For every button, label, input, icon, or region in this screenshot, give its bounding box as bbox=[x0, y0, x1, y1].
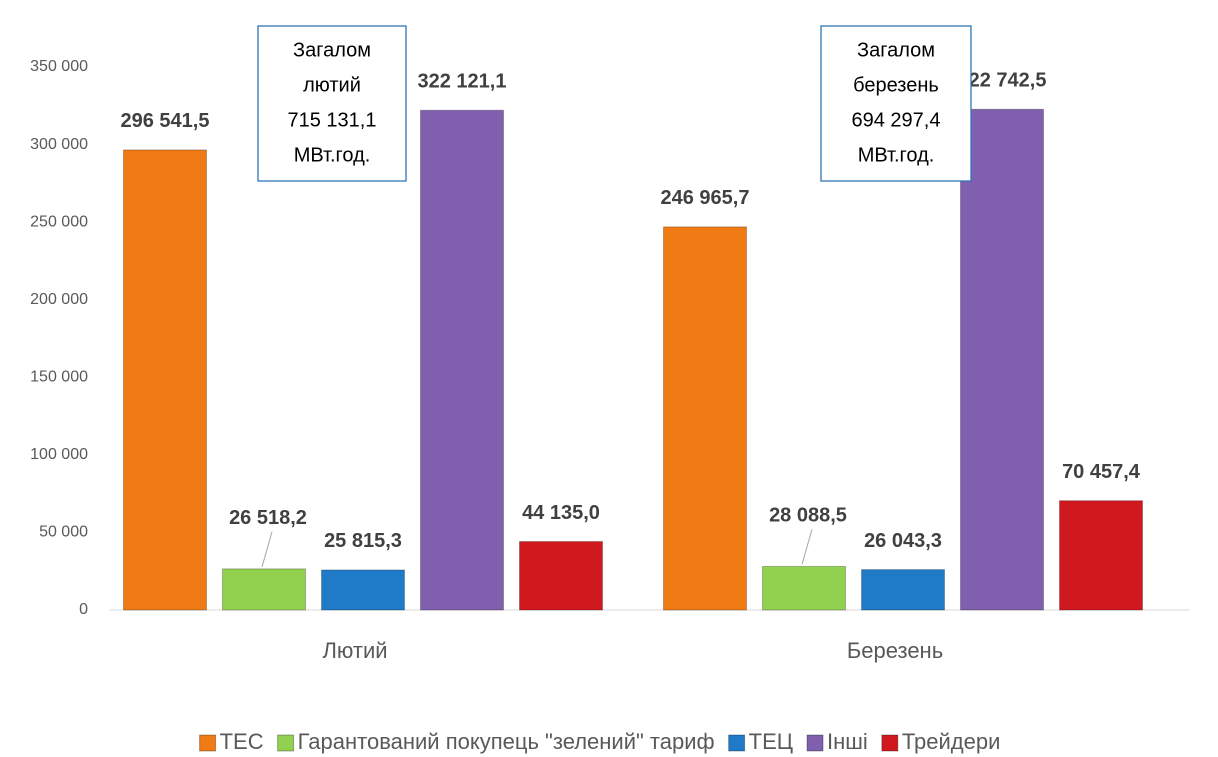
y-tick-label: 300 000 bbox=[30, 136, 88, 153]
annotation-text: МВт.год. bbox=[294, 144, 371, 166]
y-tick-label: 0 bbox=[79, 601, 88, 618]
bar bbox=[663, 226, 747, 611]
legend-swatch bbox=[199, 734, 217, 752]
data-label: 246 965,7 bbox=[661, 187, 750, 209]
data-label: 322 121,1 bbox=[418, 71, 507, 93]
data-label: 296 541,5 bbox=[121, 110, 210, 132]
annotation-text: лютий bbox=[303, 74, 361, 96]
bar bbox=[123, 149, 207, 611]
x-tick-label: Березень bbox=[847, 638, 943, 663]
legend-swatch bbox=[728, 734, 746, 752]
data-label: 26 043,3 bbox=[864, 530, 942, 552]
data-label: 70 457,4 bbox=[1062, 461, 1141, 483]
bar bbox=[762, 565, 846, 611]
y-tick-label: 50 000 bbox=[39, 524, 88, 541]
annotation-text: 694 297,4 bbox=[852, 109, 941, 131]
bar bbox=[321, 569, 405, 611]
annotation-box bbox=[257, 25, 407, 182]
legend-label: ТЕС bbox=[220, 729, 264, 754]
data-label: 26 518,2 bbox=[229, 507, 307, 529]
x-tick-label: Лютий bbox=[322, 638, 387, 663]
legend-label: Інші bbox=[827, 729, 868, 754]
bar bbox=[960, 108, 1044, 611]
data-label: 25 815,3 bbox=[324, 530, 402, 552]
data-label: 28 088,5 bbox=[769, 505, 847, 527]
annotation-text: березень bbox=[853, 74, 939, 96]
legend-swatch bbox=[881, 734, 899, 752]
y-tick-label: 250 000 bbox=[30, 213, 88, 230]
legend-swatch bbox=[277, 734, 295, 752]
bar bbox=[519, 541, 603, 611]
data-label: 322 742,5 bbox=[958, 70, 1047, 92]
y-tick-label: 200 000 bbox=[30, 291, 88, 308]
annotation-text: МВт.год. bbox=[858, 144, 935, 166]
bar bbox=[222, 568, 306, 611]
bar bbox=[420, 109, 504, 611]
bar bbox=[861, 569, 945, 611]
legend-label: Трейдери bbox=[902, 729, 1001, 754]
bar bbox=[1059, 500, 1143, 611]
y-tick-label: 350 000 bbox=[30, 58, 88, 75]
legend-label: Гарантований покупець "зелений" тариф bbox=[298, 729, 715, 754]
leader-line bbox=[801, 529, 813, 565]
annotation-box bbox=[820, 25, 972, 182]
legend-swatch bbox=[806, 734, 824, 752]
leader-line bbox=[261, 531, 273, 567]
y-tick-label: 100 000 bbox=[30, 446, 88, 463]
annotation-text: 715 131,1 bbox=[288, 109, 377, 131]
annotation-text: Загалом bbox=[857, 39, 935, 61]
y-tick-label: 150 000 bbox=[30, 369, 88, 386]
annotation-text: Загалом bbox=[293, 39, 371, 61]
data-label: 44 135,0 bbox=[522, 502, 600, 524]
legend-label: ТЕЦ bbox=[749, 729, 793, 754]
